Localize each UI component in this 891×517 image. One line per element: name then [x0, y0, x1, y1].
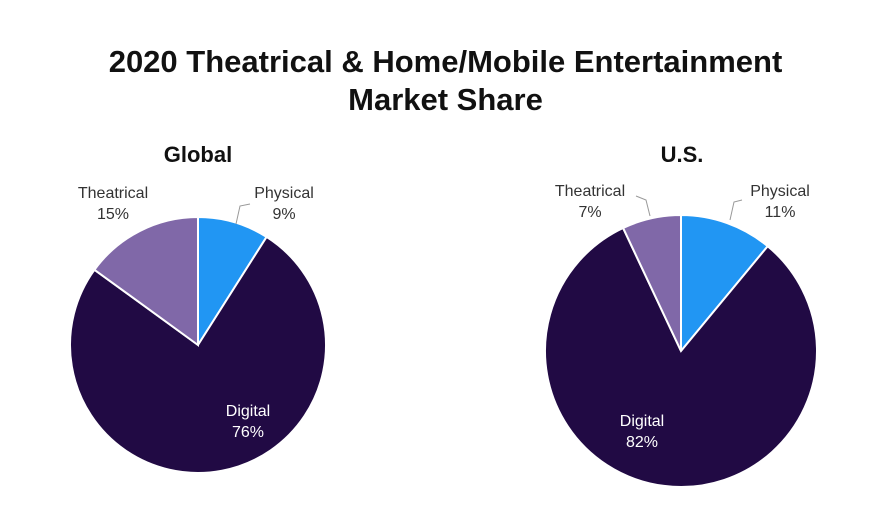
pie-slice-physical — [680, 213, 770, 354]
slice-value-theatrical: 15% — [97, 206, 129, 223]
slice-value-digital: 82% — [626, 434, 658, 451]
slice-label-digital: Digital — [226, 403, 270, 420]
pie-slice-digital — [69, 235, 327, 474]
chart-title-line-1: 2020 Theatrical & Home/Mobile Entertainm… — [108, 44, 783, 79]
leader-line-physical — [235, 203, 251, 225]
slice-value-theatrical: 7% — [578, 204, 601, 221]
pie-slice-theatrical — [621, 213, 682, 352]
leader-line-theatrical — [635, 195, 651, 217]
global-pie: Physical 9% Digital 76% Theatrical 15% — [69, 185, 327, 474]
slice-label-physical: Physical — [750, 183, 810, 200]
slice-label-digital: Digital — [620, 413, 664, 430]
us-pie-title: U.S. — [660, 142, 704, 167]
pie-slice-theatrical — [93, 215, 199, 347]
pie-slice-digital — [544, 226, 818, 488]
us-pie: Physical 11% Digital 82% Theatrical 7% — [544, 183, 818, 488]
slice-value-physical: 11% — [765, 204, 796, 221]
slice-label-theatrical: Theatrical — [78, 185, 148, 202]
slice-value-digital: 76% — [232, 424, 264, 441]
leader-line-physical — [729, 199, 743, 221]
slice-label-theatrical: Theatrical — [555, 183, 625, 200]
chart-title-line-2: Market Share — [348, 82, 543, 117]
slice-label-physical: Physical — [254, 185, 314, 202]
global-pie-title: Global — [163, 142, 233, 167]
slice-value-physical: 9% — [272, 206, 295, 223]
